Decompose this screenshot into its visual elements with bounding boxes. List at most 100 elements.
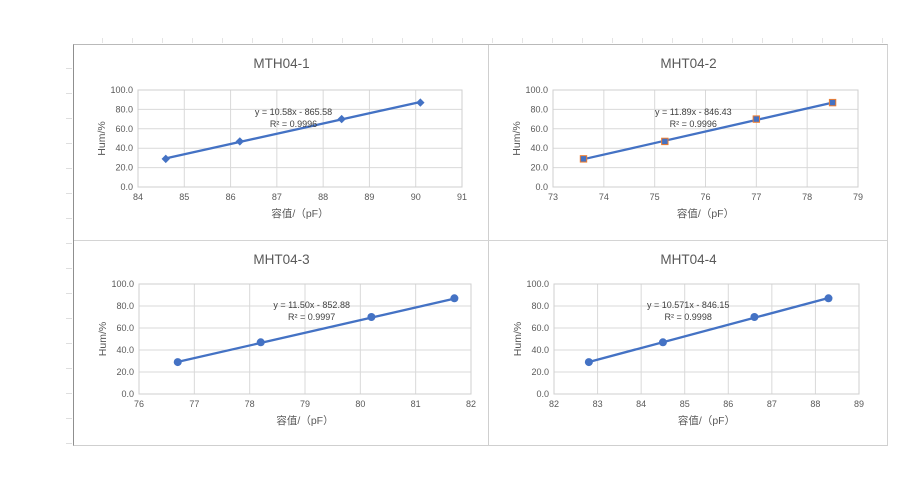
plot-area-border [553,283,860,395]
y-axis-tick-label: 60.0 [530,124,548,134]
y-axis-tick-label: 80.0 [115,104,133,114]
x-axis-tick-label: 77 [751,192,761,202]
x-axis-tick-label: 88 [318,192,328,202]
trendline-equation-label: y = 10.58x - 865.58 [255,107,332,117]
data-point-marker [337,114,346,124]
x-axis-tick-label: 76 [700,192,710,202]
trendline-r-squared-label: R² = 0.9998 [665,312,712,322]
spreadsheet-gridline-ticks-top [73,38,888,43]
y-axis-tick-label: 100.0 [111,279,134,289]
chart-cell-mth04-1: MTH04-1 0.0 20.0 40.0 60.0 80.0 100.0 84 85 86 87 8… [74,45,489,241]
chart-canvas: MHT04-2 0.0 20.0 40.0 60.0 80.0 100.0 73 74 75 76 7… [511,56,863,220]
x-axis-tick-label: 85 [179,192,189,202]
x-axis-tick-label: 73 [548,192,558,202]
data-point-marker [750,313,759,321]
y-axis-tick-label: 20.0 [115,163,133,173]
trendline [582,101,834,161]
data-point-marker [828,98,837,107]
trendline-equation-label: y = 11.50x - 852.88 [273,300,350,310]
y-axis-tick-label: 40.0 [115,143,133,153]
chart-title: MHT04-4 [660,252,717,267]
data-point-marker [367,313,376,321]
data-point-marker [416,98,425,107]
x-axis-tick-label: 87 [272,192,282,202]
data-point-marker [824,294,833,303]
x-axis-tick-label: 87 [767,399,777,409]
data-point-marker [584,358,593,367]
y-axis-tick-label: 100.0 [525,85,548,95]
chart-cell-mht04-3: MHT04-3 0.0 20.0 40.0 60.0 80.0 100.0 76 77 78 79 8… [74,241,489,446]
plot-area-border [138,283,472,395]
trendline [164,100,422,160]
y-axis-title: Hum/% [512,322,524,356]
y-axis-title: Hum/% [96,121,108,155]
chart-title: MHT04-2 [660,56,716,71]
data-point-marker [658,338,667,347]
x-axis-tick-label: 79 [300,399,310,409]
y-axis-tick-label: 80.0 [530,104,548,114]
x-axis-tick-label: 82 [466,399,476,409]
y-axis-tick-label: 0.0 [536,389,549,399]
x-axis-title: 容值/（pF） [677,207,734,220]
x-axis-tick-label: 76 [134,399,144,409]
chart-cell-mht04-2: MHT04-2 0.0 20.0 40.0 60.0 80.0 100.0 73 74 75 76 7… [489,45,888,241]
trendline-r-squared-label: R² = 0.9997 [288,312,335,322]
data-point-marker [173,358,182,367]
y-axis-tick-label: 20.0 [531,367,549,377]
chart-title: MTH04-1 [253,56,309,71]
x-axis-tick-label: 82 [549,399,559,409]
x-axis-tick-label: 89 [364,192,374,202]
y-axis-tick-label: 60.0 [115,124,133,134]
y-axis-title: Hum/% [97,322,109,356]
plot-area-border [137,89,463,188]
x-axis-tick-label: 74 [599,192,609,202]
x-axis-tick-label: 90 [411,192,421,202]
data-point-marker [161,154,170,164]
y-axis-tick-label: 40.0 [531,345,549,355]
data-point-marker [752,115,761,123]
spreadsheet-gridline-ticks-left [66,44,72,446]
x-axis-tick-label: 91 [457,192,467,202]
x-axis-tick-label: 77 [189,399,199,409]
trendline [587,296,830,364]
chart-title: MHT04-3 [253,252,309,267]
chart-canvas: MTH04-1 0.0 20.0 40.0 60.0 80.0 100.0 84 85 86 87 8… [96,56,467,220]
x-axis-tick-label: 75 [650,192,660,202]
x-axis-tick-label: 88 [810,399,820,409]
trendline-equation-label: y = 11.89x - 846.43 [655,107,732,117]
y-axis-tick-label: 100.0 [110,85,133,95]
trendline-r-squared-label: R² = 0.9996 [270,119,317,129]
y-axis-tick-label: 0.0 [535,182,548,192]
y-axis-tick-label: 60.0 [116,323,134,333]
charts-grid-frame: MTH04-1 0.0 20.0 40.0 60.0 80.0 100.0 84 85 86 87 8… [73,44,888,446]
chart-canvas: MHT04-3 0.0 20.0 40.0 60.0 80.0 100.0 76 77 78 79 8… [97,252,476,427]
data-point-marker [450,294,459,303]
x-axis-title: 容值/（pF） [276,414,333,427]
plot-area-border [552,89,859,188]
y-axis-tick-label: 0.0 [121,389,134,399]
x-axis-tick-label: 79 [853,192,863,202]
x-axis-tick-label: 80 [355,399,365,409]
x-axis-tick-label: 84 [636,399,646,409]
grid-vertical-divider [488,45,489,445]
y-axis-tick-label: 20.0 [530,163,548,173]
x-axis-tick-label: 84 [133,192,143,202]
y-axis-tick-label: 80.0 [116,301,134,311]
chart-cell-mht04-4: MHT04-4 0.0 20.0 40.0 60.0 80.0 100.0 82 83 84 85 8… [489,241,888,446]
chart-canvas: MHT04-4 0.0 20.0 40.0 60.0 80.0 100.0 82 83 84 85 8… [512,252,864,427]
data-point-marker [256,338,265,347]
y-axis-tick-label: 20.0 [116,367,134,377]
trendline-equation-label: y = 10.571x - 846.15 [647,300,729,310]
y-axis-title: Hum/% [511,121,523,155]
x-axis-title: 容值/（pF） [271,207,328,220]
y-axis-tick-label: 40.0 [116,345,134,355]
x-axis-tick-label: 89 [854,399,864,409]
trendline [176,297,456,364]
trendline-r-squared-label: R² = 0.9996 [670,119,717,129]
x-axis-title: 容值/（pF） [678,414,735,427]
x-axis-tick-label: 81 [411,399,421,409]
grid-horizontal-divider [74,240,887,241]
data-point-marker [235,137,245,146]
y-axis-tick-label: 40.0 [530,143,548,153]
